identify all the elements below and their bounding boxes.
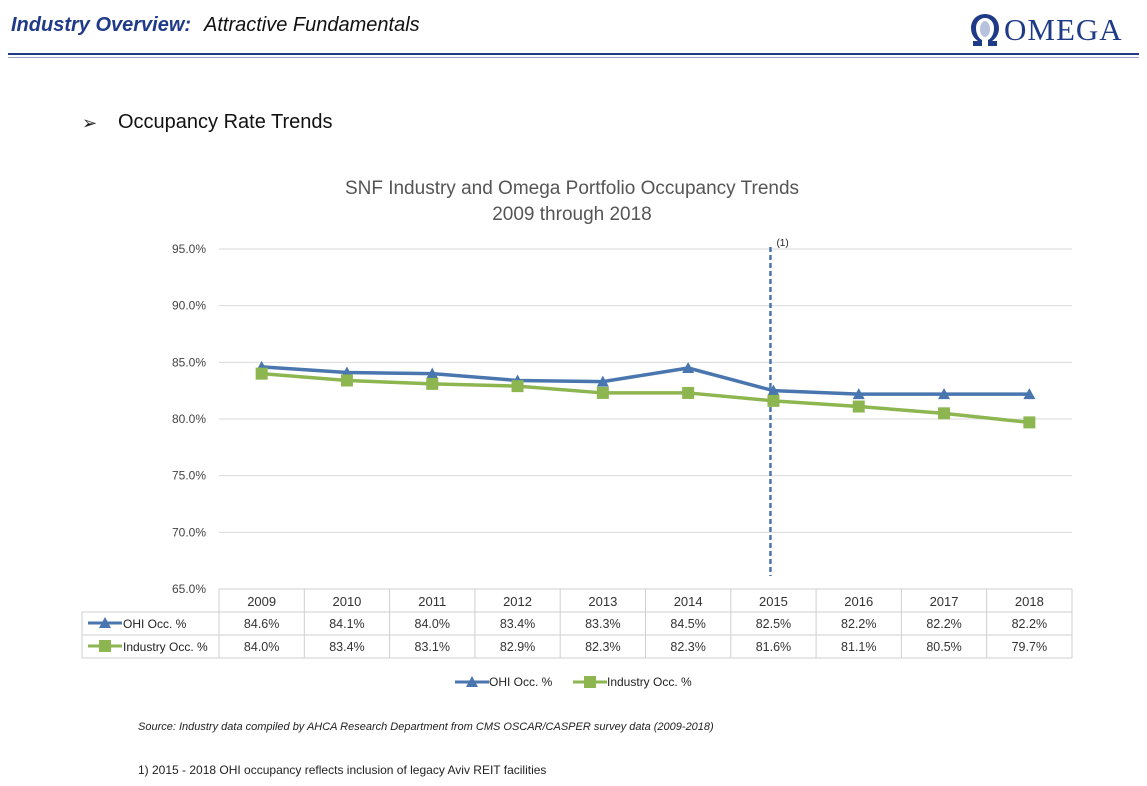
y-tick-label: 90.0%: [172, 299, 206, 313]
data-label: 83.1%: [415, 640, 450, 654]
data-label: 84.0%: [244, 640, 279, 654]
table-legend-marker: [99, 617, 111, 628]
data-label: 83.4%: [329, 640, 364, 654]
legend-label: Industry Occ. %: [607, 675, 692, 689]
data-point: [767, 384, 780, 396]
data-label: 80.5%: [926, 640, 961, 654]
slide-header: Industry Overview: Attractive Fundamenta…: [0, 0, 1147, 56]
chart-subtitle: 2009 through 2018: [492, 204, 652, 225]
series-line: [261, 365, 1030, 396]
data-label: 79.7%: [1012, 640, 1047, 654]
x-tick-label: 2010: [332, 594, 361, 609]
bullet-heading: Occupancy Rate Trends: [118, 111, 333, 133]
data-label: 82.9%: [500, 640, 535, 654]
data-label: 84.1%: [329, 617, 364, 631]
data-label: 84.6%: [244, 617, 279, 631]
data-point: [511, 380, 524, 393]
data-point: [596, 375, 609, 387]
data-point: [682, 386, 695, 399]
x-tick-label: 2014: [674, 594, 703, 609]
data-label: 82.2%: [841, 617, 876, 631]
data-point: [938, 388, 951, 400]
x-tick-label: 2012: [503, 594, 532, 609]
bullet-arrow-icon: ➢: [82, 113, 98, 133]
data-label: 82.5%: [756, 617, 791, 631]
x-tick-label: 2011: [418, 594, 446, 609]
source-note: Source: Industry data compiled by AHCA R…: [138, 721, 714, 733]
data-label: 82.2%: [926, 617, 961, 631]
x-tick-label: 2016: [844, 594, 873, 609]
data-label: 83.4%: [500, 617, 535, 631]
y-tick-label: 75.0%: [172, 469, 206, 483]
omega-logo: OMEGA: [970, 12, 1123, 48]
header-divider-thin: [8, 57, 1139, 58]
data-label: 81.6%: [756, 640, 791, 654]
legend-marker: [584, 676, 596, 688]
data-point: [852, 400, 865, 413]
data-label: 83.3%: [585, 617, 620, 631]
data-point: [596, 386, 609, 399]
data-label: 81.1%: [841, 640, 876, 654]
x-tick-label: 2018: [1015, 594, 1044, 609]
y-tick-label: 80.0%: [172, 412, 206, 426]
table-series-name: Industry Occ. %: [123, 640, 208, 654]
data-label: 82.3%: [585, 640, 620, 654]
data-label: 84.0%: [415, 617, 450, 631]
data-point: [255, 367, 268, 380]
y-tick-label: 95.0%: [172, 242, 206, 256]
x-tick-label: 2017: [930, 594, 959, 609]
data-point: [852, 388, 865, 400]
slide-title: Industry Overview:: [11, 14, 192, 36]
data-label: 82.2%: [1012, 617, 1047, 631]
footnote: 1) 2015 - 2018 OHI occupancy reflects in…: [138, 763, 547, 777]
header-divider: [8, 53, 1139, 55]
data-point: [938, 407, 951, 420]
chart-title: SNF Industry and Omega Portfolio Occupan…: [344, 178, 800, 199]
y-tick-label: 85.0%: [172, 355, 206, 369]
annotation-label: (1): [776, 238, 788, 249]
data-label: 84.5%: [670, 617, 705, 631]
data-point: [1023, 388, 1036, 400]
data-point: [767, 394, 780, 407]
data-point: [426, 367, 439, 379]
logo-wordmark: OMEGA: [1004, 12, 1123, 47]
data-label: 82.3%: [670, 640, 705, 654]
data-point: [340, 374, 353, 387]
series-line: [261, 371, 1030, 425]
chart-title-block: SNF Industry and Omega Portfolio Occupan…: [247, 176, 897, 228]
slide-subtitle: Attractive Fundamentals: [204, 14, 420, 36]
x-tick-label: 2009: [247, 594, 276, 609]
y-tick-label: 70.0%: [172, 525, 206, 539]
data-point: [682, 362, 695, 373]
data-point: [1023, 416, 1036, 429]
x-tick-label: 2013: [588, 594, 617, 609]
y-tick-label: 65.0%: [172, 582, 206, 596]
legend-marker: [466, 676, 478, 687]
data-point: [426, 377, 439, 390]
omega-symbol-icon: [971, 14, 999, 46]
table-series-name: OHI Occ. %: [123, 617, 187, 631]
x-tick-label: 2015: [759, 594, 788, 609]
legend-label: OHI Occ. %: [489, 675, 553, 689]
table-legend-marker: [99, 640, 111, 652]
